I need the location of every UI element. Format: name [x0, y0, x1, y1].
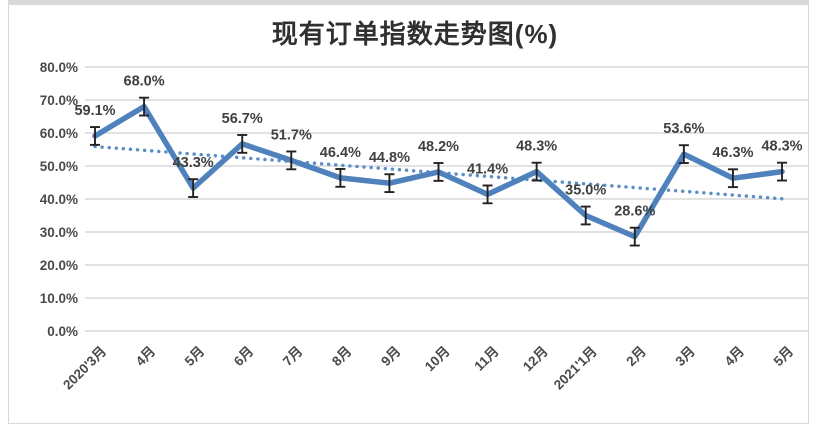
y-tick-label: 0.0% [47, 324, 78, 339]
y-axis-labels: 0.0% 10.0% 20.0% 30.0% 40.0% 50.0% 60.0% 70.0% 8… [40, 60, 78, 339]
data-label: 48.2% [418, 139, 459, 155]
x-tick-label: 9月 [378, 344, 403, 369]
data-label: 43.3% [173, 155, 214, 171]
gridlines [85, 66, 808, 332]
chart-title: 现有订单指数走势图(%) [271, 19, 559, 49]
data-label: 48.3% [761, 139, 802, 155]
x-tick-label: 12月 [520, 344, 551, 375]
chart-panel [8, 0, 809, 424]
x-tick-label: 6月 [231, 344, 256, 369]
y-tick-label: 10.0% [40, 291, 78, 306]
data-label: 44.8% [369, 150, 410, 166]
data-labels: 59.1% 68.0% 43.3% 56.7% 51.7% 46.4% 44.8% 48.2%… [74, 74, 802, 220]
x-tick-label: 11月 [471, 344, 501, 374]
y-tick-label: 20.0% [40, 258, 78, 273]
y-tick-label: 50.0% [40, 159, 78, 174]
data-label: 28.6% [614, 204, 655, 220]
data-label: 35.0% [565, 183, 606, 199]
data-label: 46.4% [320, 145, 361, 161]
x-tick-label: 7月 [280, 344, 305, 369]
x-tick-label: 8月 [329, 344, 354, 369]
y-tick-label: 40.0% [40, 192, 78, 207]
x-tick-label: 4月 [722, 344, 747, 369]
data-label: 41.4% [467, 161, 508, 177]
data-label: 68.0% [124, 74, 165, 90]
x-tick-label: 3月 [673, 344, 698, 369]
data-label: 59.1% [74, 103, 115, 119]
data-label: 51.7% [271, 127, 312, 143]
trendline [93, 144, 784, 201]
data-label: 56.7% [222, 111, 263, 127]
data-label: 53.6% [663, 121, 704, 137]
y-tick-label: 30.0% [40, 225, 78, 240]
x-axis-labels: 2020'3月 4月 5月 6月 7月 8月 9月 10月 11月 12月 2021'1月 2月 3月 4… [60, 344, 796, 393]
x-tick-label: 2月 [623, 344, 648, 369]
x-tick-label: 10月 [422, 344, 453, 375]
x-tick-label: 2021'1月 [551, 344, 600, 393]
y-tick-label: 60.0% [40, 126, 78, 141]
y-tick-label: 80.0% [40, 60, 78, 75]
data-label: 48.3% [516, 139, 557, 155]
x-tick-label: 4月 [133, 344, 158, 369]
x-tick-label: 2020'3月 [60, 344, 109, 393]
y-tick-label: 70.0% [40, 93, 78, 108]
error-bars [90, 96, 787, 247]
x-tick-label: 5月 [182, 344, 207, 369]
x-tick-label: 5月 [771, 344, 796, 369]
data-label: 46.3% [712, 145, 753, 161]
